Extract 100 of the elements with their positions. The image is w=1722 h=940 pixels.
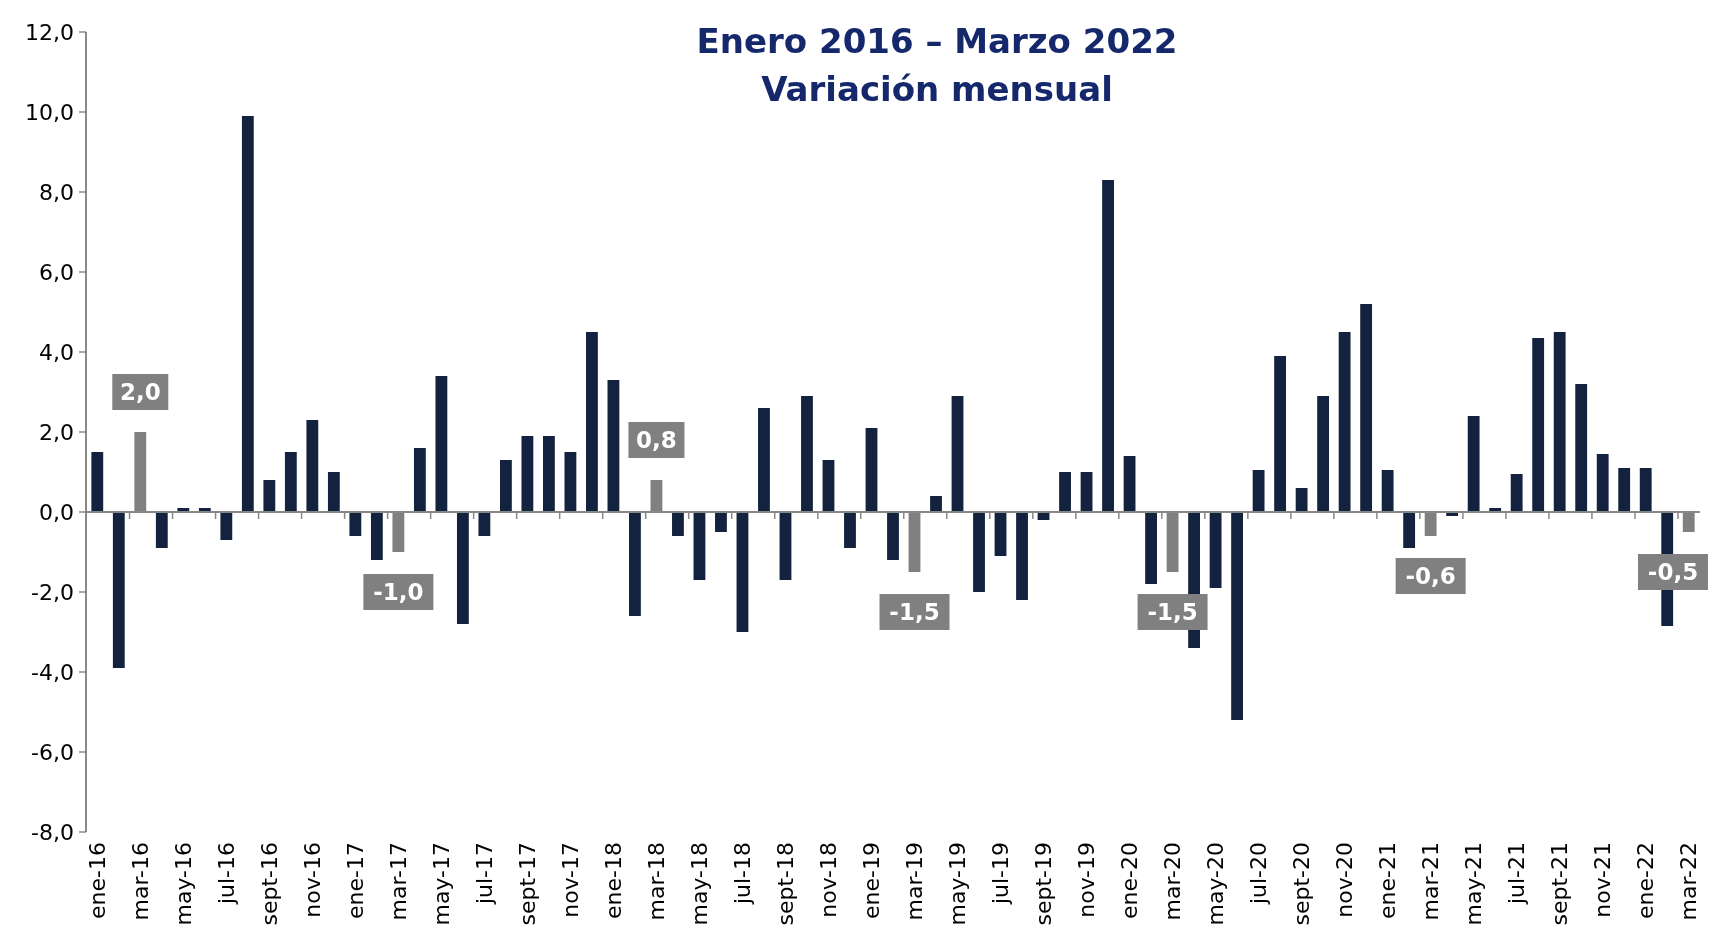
data-label: -0,5 bbox=[1647, 559, 1699, 586]
bar bbox=[1059, 472, 1071, 512]
bar bbox=[1102, 180, 1114, 512]
bar bbox=[521, 436, 534, 512]
bar bbox=[801, 396, 813, 512]
x-tick-label: nov-16 bbox=[300, 842, 326, 918]
bar bbox=[327, 472, 340, 512]
bar bbox=[994, 512, 1007, 556]
bar bbox=[241, 116, 254, 512]
x-tick-label: jul-21 bbox=[1504, 842, 1530, 906]
y-tick-label: 2,0 bbox=[39, 419, 74, 445]
bar bbox=[155, 512, 168, 548]
x-tick-label: sept-17 bbox=[515, 842, 541, 926]
bar bbox=[1639, 468, 1652, 512]
x-tick-label: nov-18 bbox=[816, 842, 842, 918]
x-tick-label: ene-18 bbox=[601, 842, 627, 919]
bar bbox=[758, 408, 770, 512]
x-tick-label: mar-19 bbox=[902, 842, 928, 921]
bar bbox=[1145, 512, 1157, 584]
x-tick-label: jul-16 bbox=[214, 842, 240, 906]
x-tick-label: nov-17 bbox=[558, 842, 584, 918]
bar bbox=[973, 512, 985, 592]
bar bbox=[951, 396, 964, 512]
bar bbox=[284, 452, 297, 512]
bar bbox=[1575, 384, 1588, 512]
bar bbox=[564, 452, 577, 512]
x-tick-label: may-19 bbox=[945, 842, 971, 926]
bar bbox=[1209, 512, 1222, 588]
bar bbox=[456, 512, 469, 624]
x-tick-label: may-20 bbox=[1203, 842, 1229, 926]
x-tick-label: mar-17 bbox=[386, 842, 412, 921]
x-tick-label: mar-20 bbox=[1160, 842, 1186, 921]
bar bbox=[1553, 332, 1566, 512]
data-label: -1,0 bbox=[373, 579, 424, 606]
data-label: -1,5 bbox=[1147, 599, 1198, 626]
data-label: 2,0 bbox=[119, 379, 161, 406]
y-tick-label: -4,0 bbox=[31, 659, 74, 685]
bar bbox=[715, 512, 727, 532]
bar bbox=[435, 376, 448, 512]
x-tick-label: ene-21 bbox=[1375, 842, 1401, 919]
bar bbox=[499, 460, 512, 512]
x-tick-label: may-21 bbox=[1461, 842, 1487, 926]
bar bbox=[1596, 454, 1609, 512]
x-tick-label: may-17 bbox=[429, 842, 455, 926]
bar bbox=[586, 332, 598, 512]
chart-title: Enero 2016 – Marzo 2022 bbox=[696, 21, 1178, 61]
x-tick-label: sept-21 bbox=[1547, 842, 1573, 926]
x-tick-label: sept-18 bbox=[773, 842, 799, 926]
x-tick-label: ene-19 bbox=[859, 842, 885, 919]
x-tick-label: ene-22 bbox=[1633, 842, 1659, 919]
x-tick-label: nov-21 bbox=[1590, 842, 1616, 918]
text: Variación mensual bbox=[761, 69, 1113, 109]
bar bbox=[1467, 416, 1480, 512]
y-tick-label: 4,0 bbox=[39, 339, 74, 365]
bar bbox=[1403, 512, 1416, 548]
bar bbox=[478, 512, 491, 536]
bar bbox=[1510, 474, 1523, 512]
x-tick-label: jul-19 bbox=[988, 842, 1014, 906]
bar bbox=[543, 436, 555, 512]
x-tick-label: may-16 bbox=[171, 842, 197, 926]
bar bbox=[263, 480, 276, 512]
bar bbox=[1317, 396, 1330, 512]
x-tick-label: jul-17 bbox=[472, 842, 498, 906]
x-tick-label: jul-20 bbox=[1246, 842, 1272, 906]
x-tick-label: mar-21 bbox=[1418, 842, 1444, 921]
x-tick-label: may-18 bbox=[687, 842, 713, 926]
x-tick-label: ene-17 bbox=[343, 842, 369, 919]
bar bbox=[1360, 304, 1373, 512]
x-tick-label: nov-20 bbox=[1332, 842, 1358, 918]
x-tick-label: sept-20 bbox=[1289, 842, 1315, 926]
data-label: -0,6 bbox=[1405, 563, 1456, 590]
bar bbox=[112, 512, 125, 668]
bar bbox=[844, 512, 856, 548]
data-label: 0,8 bbox=[636, 427, 677, 454]
bar bbox=[306, 420, 319, 512]
x-tick-label: nov-19 bbox=[1074, 842, 1100, 918]
bar bbox=[607, 380, 620, 512]
bar bbox=[370, 512, 383, 560]
y-tick-label: 0,0 bbox=[39, 499, 74, 525]
bar bbox=[1295, 488, 1308, 512]
y-tick-label: -2,0 bbox=[31, 579, 74, 605]
y-tick-label: 12,0 bbox=[25, 19, 74, 45]
bar bbox=[779, 512, 792, 580]
x-tick-label: sept-16 bbox=[257, 842, 283, 926]
y-tick-label: -8,0 bbox=[31, 819, 74, 845]
x-tick-label: ene-16 bbox=[84, 842, 110, 919]
x-tick-label: ene-20 bbox=[1117, 842, 1143, 919]
y-tick-label: -6,0 bbox=[31, 739, 74, 765]
bar bbox=[1123, 456, 1136, 512]
bar bbox=[693, 512, 706, 580]
bar bbox=[1338, 332, 1351, 512]
bar bbox=[1618, 468, 1631, 512]
x-tick-label: mar-22 bbox=[1676, 842, 1702, 921]
data-label: -1,5 bbox=[889, 599, 940, 626]
bar bbox=[91, 452, 104, 512]
bar bbox=[1016, 512, 1028, 600]
bar bbox=[1532, 338, 1545, 512]
bar bbox=[822, 460, 835, 512]
bar bbox=[1381, 470, 1394, 512]
bar bbox=[220, 512, 233, 540]
